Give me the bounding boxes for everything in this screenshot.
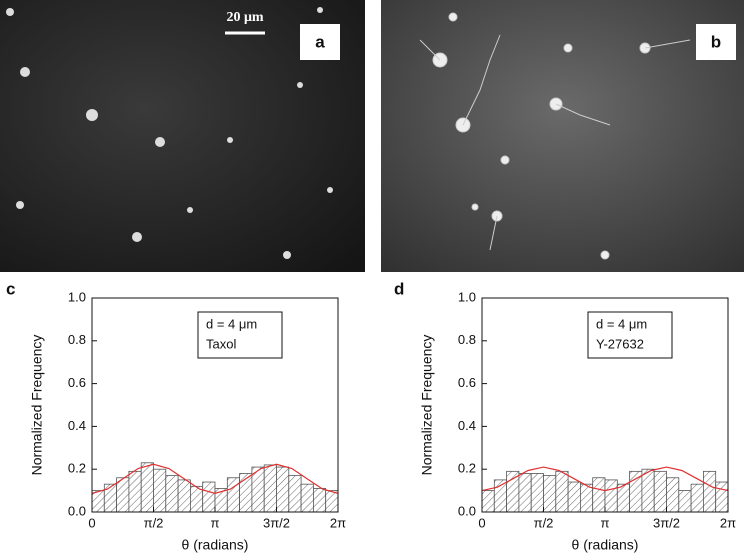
y-tick-label: 0.0: [458, 503, 476, 518]
annotation: Y-27632: [596, 336, 644, 351]
bar: [678, 490, 692, 513]
bar: [653, 470, 667, 513]
y-tick-label: 0.6: [68, 375, 86, 390]
bar: [616, 483, 630, 513]
bar: [300, 483, 314, 513]
x-tick-label: 2π: [720, 515, 736, 530]
y-tick-label: 1.0: [68, 289, 86, 304]
fit-line: [91, 463, 339, 495]
annotation: d = 4 μm: [206, 316, 257, 331]
y-tick-label: 0.8: [68, 332, 86, 347]
chart: c 0.0 0.2 0.4 0.6 0.8 1.0 0 π/2 π 3π/2 2π θ (radians…: [6, 279, 346, 552]
x-tick-label: π/2: [534, 515, 554, 530]
bar: [91, 490, 105, 513]
bar: [177, 479, 191, 513]
annotation-box: [587, 311, 673, 359]
bar: [604, 479, 618, 513]
micrograph-b: b: [381, 0, 744, 272]
bar: [481, 490, 495, 513]
panel-label: a: [315, 32, 325, 51]
y-tick-label: 0.0: [68, 503, 86, 518]
bar: [276, 466, 290, 513]
y-tick-label: 0.2: [458, 461, 476, 476]
bar: [313, 488, 327, 513]
y-tick-label: 0.4: [68, 418, 86, 433]
x-tick-label: 3π/2: [653, 515, 680, 530]
y-tick-label: 0.2: [68, 461, 86, 476]
bar: [580, 483, 594, 513]
bar: [140, 462, 154, 513]
bar: [190, 485, 204, 513]
fit-line: [481, 466, 729, 492]
y-tick-label: 0.6: [458, 375, 476, 390]
x-tick-label: π/2: [144, 515, 164, 530]
bar: [506, 470, 520, 513]
bar: [103, 483, 117, 513]
panel-label: c: [6, 279, 15, 298]
bar: [263, 464, 277, 513]
bar: [555, 470, 569, 513]
bar: [530, 473, 544, 513]
bar: [226, 477, 240, 513]
y-tick-label: 1.0: [458, 289, 476, 304]
x-tick-label: 0: [478, 515, 485, 530]
bar: [493, 479, 507, 513]
chart: d 0.0 0.2 0.4 0.6 0.8 1.0 0 π/2 π 3π/2 2π θ (radians…: [394, 279, 736, 552]
bar: [153, 468, 167, 513]
x-tick-label: π: [601, 515, 610, 530]
bar: [703, 470, 717, 513]
bar: [202, 481, 216, 513]
y-axis-label: Normalized Frequency: [29, 335, 45, 476]
annotation: Taxol: [206, 336, 236, 351]
x-tick-label: 0: [88, 515, 95, 530]
bar: [641, 468, 655, 513]
bar: [325, 490, 339, 513]
x-tick-label: π: [211, 515, 220, 530]
x-tick-label: 2π: [330, 515, 346, 530]
annotation: d = 4 μm: [596, 316, 647, 331]
bar: [666, 477, 680, 513]
y-axis-label: Normalized Frequency: [419, 335, 435, 476]
y-tick-label: 0.4: [458, 418, 476, 433]
annotation-box: [197, 311, 283, 359]
bar: [116, 477, 130, 513]
bar: [629, 470, 643, 513]
bar: [128, 470, 142, 513]
bar: [567, 481, 581, 513]
panel-label: b: [711, 32, 721, 51]
panel-label: d: [394, 279, 404, 298]
bar: [690, 483, 704, 513]
bar: [543, 475, 557, 513]
x-axis-label: θ (radians): [572, 537, 639, 553]
bar: [715, 481, 729, 513]
bar: [165, 475, 179, 513]
x-tick-label: 3π/2: [263, 515, 290, 530]
x-axis-label: θ (radians): [182, 537, 249, 553]
bar: [518, 473, 532, 513]
scale-bar-label: 20 μm: [226, 10, 263, 25]
bar: [592, 477, 606, 513]
y-tick-label: 0.8: [458, 332, 476, 347]
bar: [288, 475, 302, 513]
micrograph-a: a 20 μm: [0, 0, 365, 272]
